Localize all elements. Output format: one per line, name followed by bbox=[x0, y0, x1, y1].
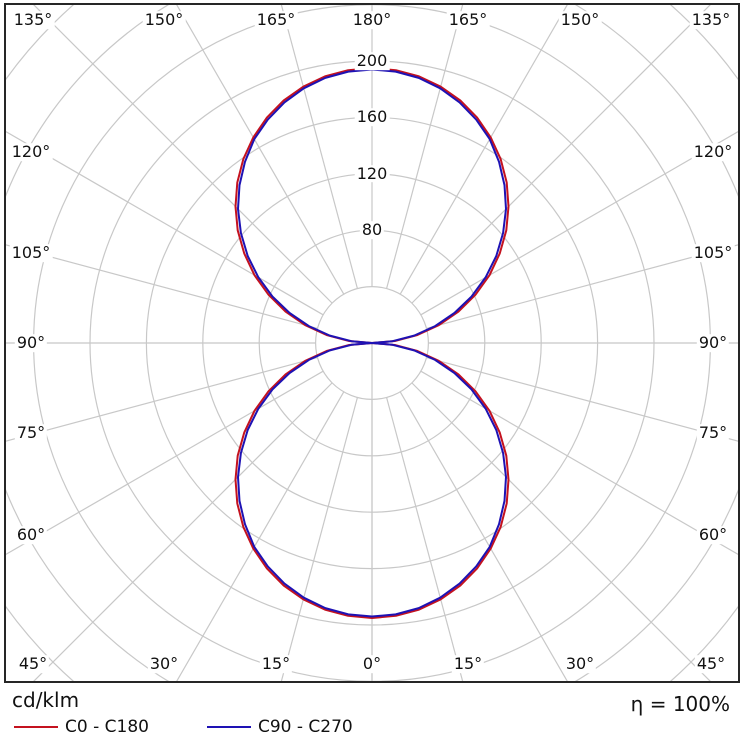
angle-label-bottom-3: 0° bbox=[360, 654, 384, 674]
angle-label-top-1: 150° bbox=[142, 10, 186, 30]
efficiency-label: η = 100% bbox=[630, 692, 730, 716]
legend-label-c0: C0 - C180 bbox=[65, 717, 149, 737]
angle-label-right-4: 60° bbox=[696, 525, 730, 545]
radial-tick-120: 120 bbox=[354, 164, 390, 183]
angle-label-right-3: 75° bbox=[696, 423, 730, 443]
plot-border bbox=[4, 3, 740, 683]
unit-label: cd/klm bbox=[12, 688, 80, 712]
angle-label-top-2: 165° bbox=[254, 10, 298, 30]
legend-label-c90: C90 - C270 bbox=[257, 717, 353, 737]
legend-area: cd/klm η = 100% C0 - C180 C90 - C270 bbox=[0, 684, 744, 744]
angle-label-bottom-5: 30° bbox=[563, 654, 597, 674]
angle-label-top-6: 135° bbox=[689, 10, 733, 30]
angle-label-top-0: 135° bbox=[11, 10, 55, 30]
radial-tick-200: 200 bbox=[354, 51, 390, 71]
radial-tick-80: 80 bbox=[359, 220, 385, 240]
angle-label-top-3: 180° bbox=[350, 10, 394, 30]
angle-label-bottom-2: 15° bbox=[259, 654, 293, 674]
legend-line-c90 bbox=[206, 726, 251, 728]
legend-line-c0 bbox=[14, 726, 58, 728]
angle-label-right-1: 105° bbox=[691, 243, 735, 263]
angle-label-left-1: 105° bbox=[9, 243, 53, 263]
angle-label-bottom-1: 30° bbox=[147, 654, 181, 674]
angle-label-bottom-4: 15° bbox=[451, 654, 485, 674]
angle-label-left-3: 75° bbox=[14, 423, 48, 443]
angle-label-right-2: 90° bbox=[696, 333, 730, 353]
radial-tick-160: 160 bbox=[354, 107, 390, 127]
angle-label-bottom-6: 45° bbox=[694, 654, 728, 674]
angle-label-top-5: 150° bbox=[558, 10, 602, 30]
angle-label-top-4: 165° bbox=[446, 10, 490, 30]
legend-row: C0 - C180 C90 - C270 bbox=[14, 717, 411, 737]
angle-label-left-2: 90° bbox=[14, 333, 48, 353]
angle-label-bottom-0: 45° bbox=[16, 654, 50, 674]
angle-label-left-0: 120° bbox=[9, 142, 53, 162]
angle-label-right-0: 120° bbox=[691, 142, 735, 162]
angle-label-left-4: 60° bbox=[14, 525, 48, 545]
